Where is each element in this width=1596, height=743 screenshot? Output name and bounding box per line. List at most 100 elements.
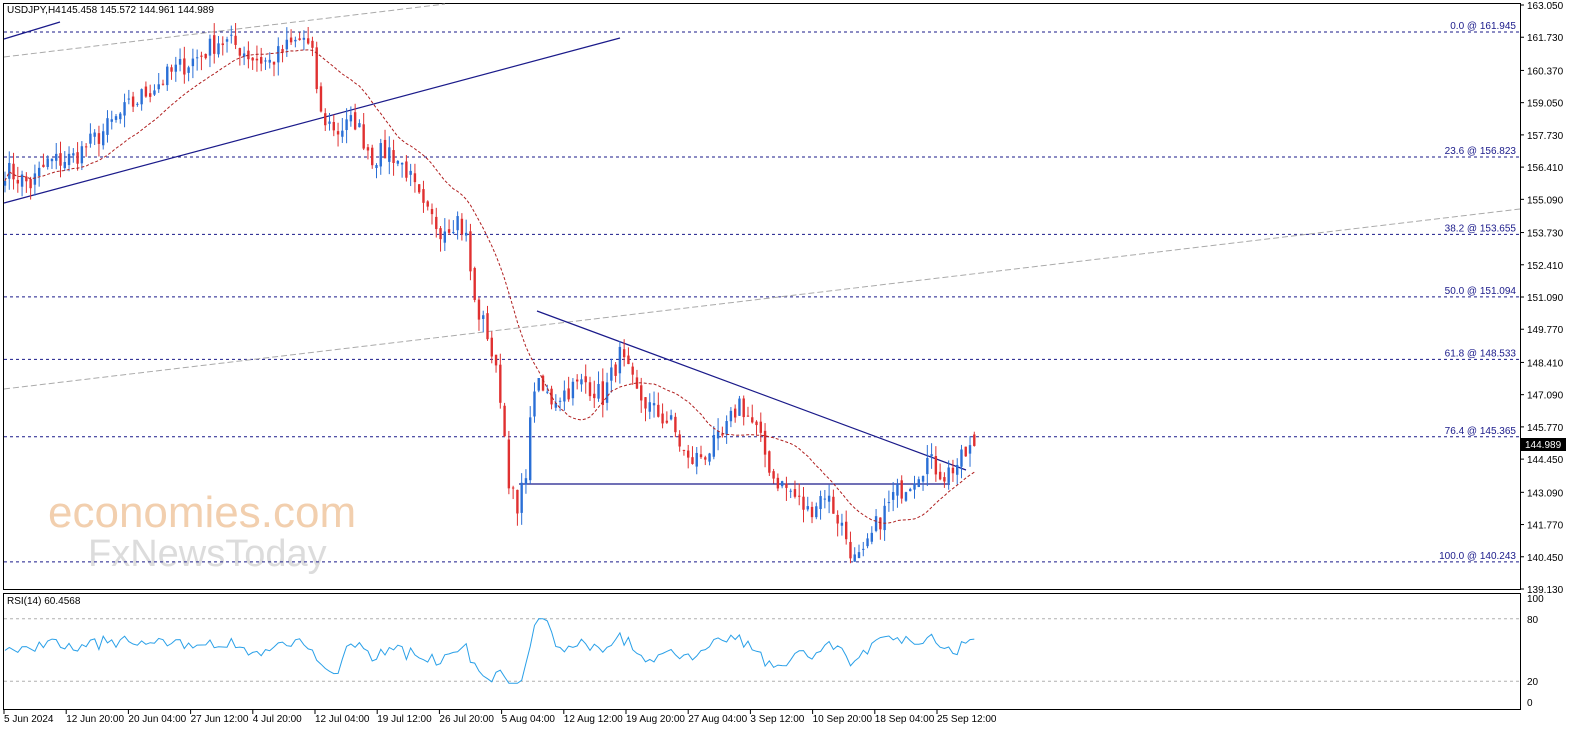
candle-body	[554, 402, 558, 408]
candle-body	[409, 170, 412, 175]
fib-level-label: 50.0 @ 151.094	[1445, 286, 1517, 297]
time-tick-label: 5 Jun 2024	[4, 714, 54, 725]
candle-body	[729, 410, 733, 422]
candle-body	[396, 160, 400, 164]
descending-trend-line[interactable]	[536, 310, 967, 471]
candle-body	[328, 121, 331, 124]
candle-body	[42, 164, 45, 168]
time-tick-label: 3 Sep 12:00	[750, 714, 804, 725]
candle-body	[930, 454, 933, 457]
candle-body	[221, 43, 224, 46]
candle-body	[755, 421, 758, 426]
long-trend-dashed-line-lower[interactable]	[3, 208, 1521, 390]
candle-body	[157, 84, 160, 90]
fib-level-label: 38.2 @ 153.655	[1445, 223, 1517, 234]
channel-upper-line[interactable]	[3, 21, 61, 40]
current-price-value: 144.989	[1525, 440, 1562, 451]
candle-body	[477, 299, 481, 320]
candle-body	[59, 153, 62, 166]
candle-body	[785, 483, 788, 488]
candle-body	[738, 398, 741, 416]
candle-body	[405, 161, 408, 178]
candle-body	[452, 232, 455, 234]
time-tick-label: 18 Sep 04:00	[875, 714, 935, 725]
channel-lower-line[interactable]	[3, 37, 621, 204]
candle-body	[336, 131, 340, 135]
candle-body	[669, 415, 673, 420]
candle-body	[84, 146, 88, 148]
candle-body	[140, 89, 143, 105]
candle-body	[362, 124, 365, 149]
candle-body	[968, 445, 972, 454]
time-tick-label: 25 Sep 12:00	[937, 714, 997, 725]
rsi-tick-label: 0	[1527, 698, 1533, 709]
candle-body	[618, 346, 622, 374]
candle-body	[524, 478, 528, 485]
candle-body	[687, 450, 690, 458]
candle-body	[674, 416, 677, 433]
price-tick-label: 148.410	[1527, 358, 1564, 369]
candle-body	[768, 451, 771, 473]
rsi-tick-label: 20	[1527, 677, 1539, 688]
candle-body	[311, 40, 314, 48]
candle-body	[439, 228, 442, 240]
candle-body	[12, 163, 15, 180]
candle-body	[400, 162, 404, 165]
candle-body	[148, 93, 152, 97]
candle-body	[695, 452, 698, 467]
price-tick-label: 151.090	[1527, 293, 1564, 304]
candle-body	[264, 60, 267, 62]
candle-body	[392, 150, 395, 163]
candle-body	[213, 35, 216, 54]
candle-body	[375, 165, 378, 169]
candle-body	[588, 382, 592, 397]
candle-body	[469, 231, 472, 272]
candle-body	[844, 521, 848, 540]
time-tick-label: 20 Jun 04:00	[128, 714, 186, 725]
candle-body	[67, 153, 71, 166]
candle-body	[443, 231, 447, 243]
candle-body	[563, 390, 566, 402]
candle-body	[260, 57, 263, 64]
fib-level-label: 61.8 @ 148.533	[1445, 348, 1517, 359]
candle-body	[153, 90, 156, 95]
candle-body	[938, 471, 942, 480]
candle-body	[951, 467, 955, 474]
time-tick-label: 5 Aug 04:00	[502, 714, 556, 725]
candle-body	[691, 457, 694, 464]
candle-body	[97, 133, 101, 144]
rsi-line	[4, 618, 975, 684]
candle-body	[793, 489, 797, 497]
price-tick-label: 143.090	[1527, 488, 1564, 499]
price-tick-label: 163.050	[1527, 1, 1564, 12]
candle-body	[422, 189, 425, 203]
candle-body	[230, 34, 233, 36]
moving-average-line	[4, 49, 975, 524]
candle-body	[874, 516, 878, 531]
candle-body	[541, 375, 545, 391]
candle-body	[379, 143, 382, 167]
long-trend-dashed-line[interactable]	[3, 3, 446, 58]
candle-body	[827, 495, 831, 502]
candle-body	[580, 379, 583, 385]
candle-body	[635, 377, 639, 389]
candle-body	[934, 456, 938, 475]
candle-body	[640, 385, 643, 401]
candle-body	[960, 449, 963, 467]
candle-body	[956, 464, 959, 475]
candle-body	[285, 39, 289, 50]
candle-body	[763, 430, 767, 455]
candle-body	[178, 58, 182, 65]
candle-body	[742, 398, 745, 418]
candle-body	[460, 218, 464, 235]
candle-body	[127, 98, 131, 100]
fib-level-label: 100.0 @ 140.243	[1439, 551, 1516, 562]
time-tick-label: 19 Jul 12:00	[377, 714, 432, 725]
time-axis: 5 Jun 2024 12 Jun 20:00 20 Jun 04:00 27 Jun…	[3, 710, 997, 725]
candle-body	[900, 480, 903, 499]
candle-body	[712, 435, 716, 457]
candle-body	[102, 131, 105, 146]
candle-body	[217, 43, 220, 55]
candle-body	[947, 467, 950, 483]
